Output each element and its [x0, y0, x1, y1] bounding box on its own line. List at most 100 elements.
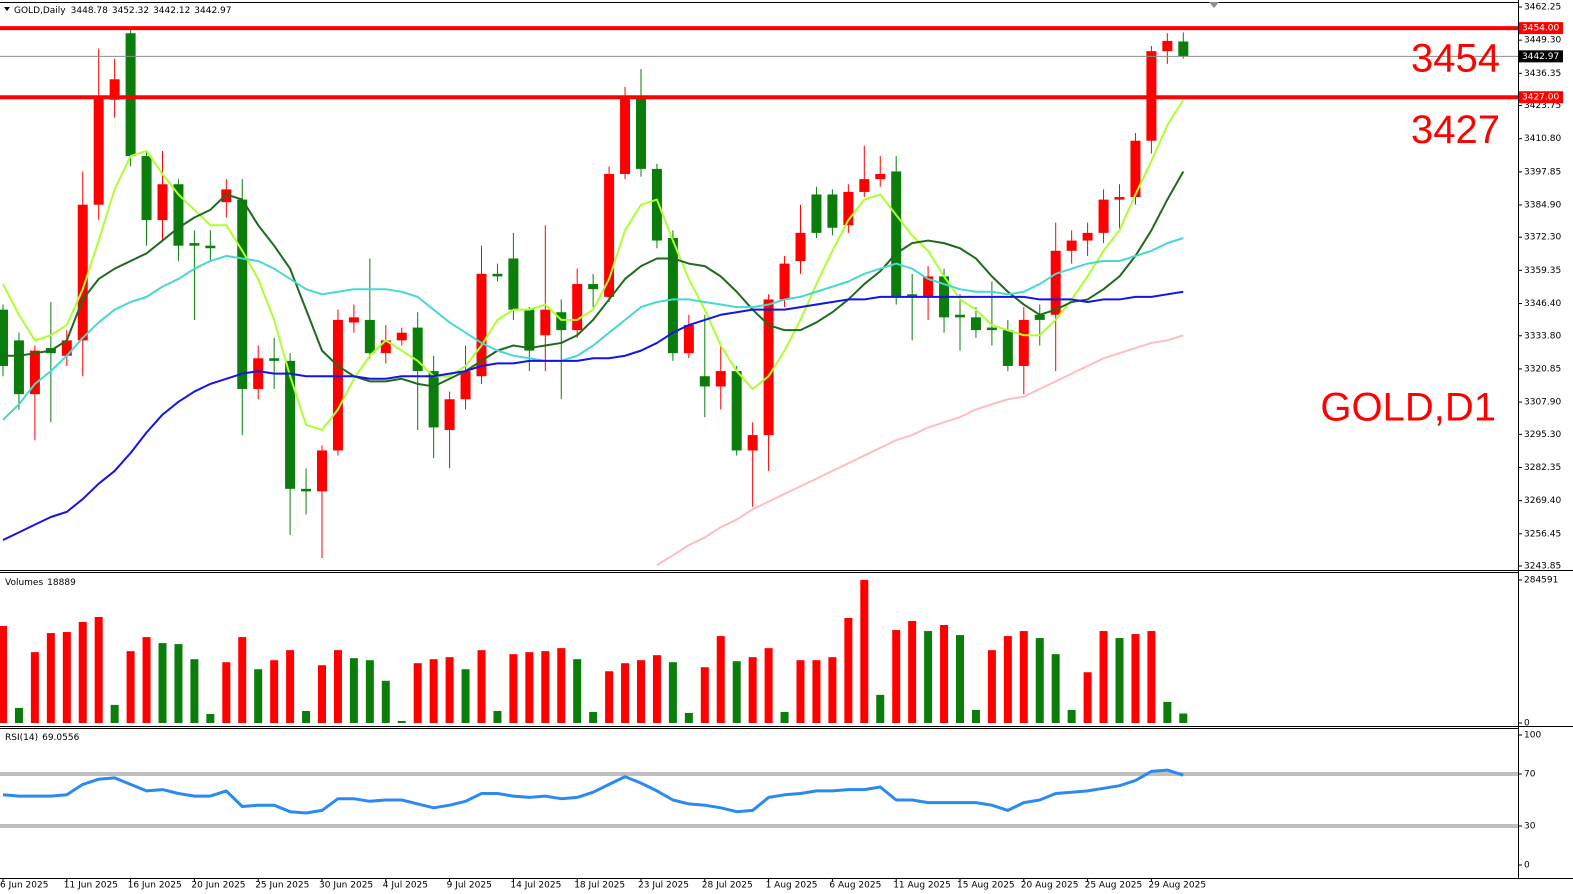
volume-bar: [509, 654, 518, 723]
candle-body: [1082, 232, 1093, 241]
y-tick-label: 3243.85: [1524, 562, 1561, 572]
volume-bar: [732, 661, 741, 723]
volume-bar: [621, 663, 630, 723]
x-tick-label: 9 Jul 2025: [447, 881, 492, 891]
y-tick-label: 3410.80: [1524, 134, 1561, 144]
y-tick-label: 3397.85: [1524, 167, 1561, 177]
candle-body: [891, 171, 902, 297]
moving-average: [3, 170, 1185, 388]
shift-marker: [1209, 2, 1219, 8]
indicator-name: Volumes: [5, 578, 43, 588]
x-tick-label: 28 Jul 2025: [702, 881, 753, 891]
volume-bar: [1147, 631, 1156, 723]
y-tick-label: 3320.85: [1524, 364, 1561, 374]
candle-body: [795, 232, 806, 262]
candle-body: [731, 371, 742, 451]
y-tick-label: 3282.35: [1524, 463, 1561, 473]
candle-body: [683, 325, 694, 354]
volume-bar: [764, 648, 773, 723]
indicator-value: 69.0556: [42, 733, 79, 743]
candle-body: [1098, 199, 1109, 233]
menu-arrow: [4, 7, 10, 11]
candle-body: [109, 79, 120, 100]
candle-body: [572, 284, 583, 331]
candle-body: [747, 435, 758, 451]
volume-bar: [381, 680, 390, 723]
volume-bar: [142, 637, 151, 723]
candle-body: [715, 371, 726, 387]
volume-bar: [30, 652, 39, 723]
y-tick-label: 3462.25: [1524, 3, 1561, 13]
candle-body: [588, 284, 599, 290]
current-price-box: [1519, 50, 1563, 63]
candle-body: [364, 319, 375, 354]
candle-body: [237, 199, 248, 390]
candle-body: [348, 317, 359, 323]
chart-annotation: GOLD,D1: [1320, 386, 1496, 430]
candle-body: [811, 194, 822, 233]
y-tick-label: 3307.90: [1524, 398, 1561, 408]
candle-body: [29, 350, 40, 395]
candle-body: [1114, 197, 1125, 200]
volume-bar: [429, 659, 438, 723]
volume-bar: [668, 662, 677, 723]
candle-body: [923, 276, 934, 297]
candle-body: [205, 245, 216, 249]
volume-bar: [318, 665, 326, 723]
volume-bar: [684, 712, 693, 723]
candle-body: [524, 309, 535, 351]
candle-body: [476, 273, 487, 377]
x-tick-label: 11 Jun 2025: [64, 881, 118, 891]
x-tick-label: 4 Jul 2025: [383, 881, 428, 891]
volume-bar: [270, 660, 279, 723]
volume-bar: [1067, 709, 1076, 723]
candle-body: [61, 340, 72, 356]
volume-bar: [302, 710, 311, 723]
volume-bar: [812, 660, 821, 723]
y-tick-label: 30: [1524, 822, 1536, 832]
candle-body: [13, 340, 24, 395]
x-tick-label: 1 Aug 2025: [766, 881, 818, 891]
open-price: 3448.78: [71, 6, 108, 16]
candle-body: [301, 488, 312, 492]
volume-bar: [222, 662, 231, 723]
candle-body: [620, 97, 631, 175]
volume-bar: [206, 713, 215, 723]
candle-body: [1018, 319, 1029, 366]
header: GOLD,Daily 3448.78 3452.32 3442.12 3442.97: [14, 6, 232, 16]
volume-bar: [493, 710, 502, 723]
price-pane: [0, 28, 1189, 566]
volume-bar: [286, 650, 295, 723]
volume-bar: [525, 652, 534, 723]
candle-body: [444, 399, 455, 430]
candle-body: [1130, 140, 1141, 198]
volume-bar: [652, 655, 661, 723]
volume-bar: [1131, 634, 1140, 723]
moving-average: [2, 290, 1184, 541]
volume-bar: [860, 580, 869, 723]
candle-body: [604, 174, 615, 297]
level-box: [1519, 22, 1563, 35]
volume-pane: [0, 580, 1188, 723]
candle-body: [955, 314, 965, 318]
volume-bar: [637, 660, 645, 723]
candle-body: [0, 309, 8, 366]
candle-body: [827, 194, 838, 228]
y-tick-label: 100: [1524, 731, 1541, 741]
candle-body: [1034, 314, 1045, 320]
volume-bar: [828, 657, 837, 723]
y-tick-label: 70: [1524, 770, 1536, 780]
candle-body: [508, 258, 519, 310]
volume-bar: [892, 630, 901, 723]
candle-body: [189, 243, 200, 246]
volume-bar: [62, 632, 71, 723]
candle-body: [460, 371, 471, 400]
volume-bar: [158, 643, 167, 723]
y-tick-label: 0: [1524, 719, 1530, 729]
y-tick-label: 3436.35: [1524, 69, 1561, 79]
volume-bar: [190, 659, 199, 723]
high-price: 3452.32: [112, 6, 149, 16]
candle-body: [1162, 40, 1173, 52]
